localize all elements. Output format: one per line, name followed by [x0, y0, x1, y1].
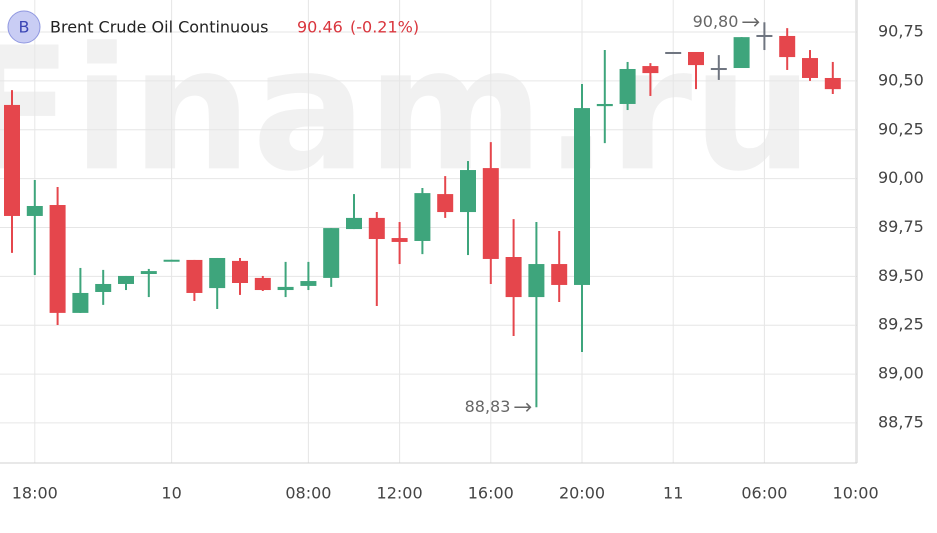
y-tick-label: 90,50	[878, 70, 924, 89]
y-tick-label: 89,75	[878, 217, 924, 236]
y-tick-label: 89,25	[878, 315, 924, 334]
candle-body	[140, 271, 157, 275]
symbol-icon-letter: B	[19, 18, 30, 37]
annotation-label: 90,80	[693, 12, 739, 31]
y-tick-label: 89,50	[878, 266, 924, 285]
candle-body	[710, 68, 727, 71]
candle-body	[163, 259, 180, 262]
last-price: 90.46	[297, 18, 343, 37]
candle-body	[26, 205, 43, 216]
y-tick-label: 90,75	[878, 22, 924, 41]
x-tick-label: 08:00	[285, 484, 331, 503]
candle-body	[95, 283, 112, 292]
candle-body	[232, 260, 248, 283]
candle-body	[254, 277, 271, 291]
symbol-title: Brent Crude Oil Continuous	[50, 18, 268, 37]
candle-body	[460, 170, 476, 213]
candle-body	[346, 217, 362, 230]
candle-body	[779, 35, 796, 58]
candle-body	[665, 51, 682, 54]
candle-body	[4, 104, 20, 216]
candle-body	[414, 193, 431, 241]
candle-body	[391, 238, 408, 242]
candle-body	[756, 34, 773, 37]
annotation-arrow	[742, 17, 760, 27]
x-tick-label: 10:00	[833, 484, 879, 503]
candle-body	[300, 281, 317, 286]
x-tick-label: 10	[161, 484, 181, 503]
candle-body	[688, 51, 704, 66]
x-tick-label: 11	[663, 484, 683, 503]
x-tick-label: 16:00	[468, 484, 514, 503]
y-tick-label: 90,00	[878, 168, 924, 187]
candle-body	[574, 108, 590, 285]
candle-body	[528, 264, 545, 298]
annotation-arrow	[514, 402, 532, 412]
candle-body	[596, 103, 613, 107]
candle-body	[437, 194, 454, 213]
annotation-label: 88,83	[465, 397, 511, 416]
x-tick-label: 06:00	[741, 484, 787, 503]
candle-body	[72, 292, 89, 313]
candle-body	[505, 257, 522, 298]
price-change: (-0.21%)	[350, 18, 419, 37]
candle-body	[824, 77, 841, 90]
candle-body	[186, 259, 203, 293]
y-tick-label: 88,75	[878, 412, 924, 431]
candle-body	[482, 168, 499, 259]
candle-body	[368, 217, 385, 240]
symbol-icon	[7, 10, 41, 44]
x-tick-label: 20:00	[559, 484, 605, 503]
candle-body	[733, 37, 750, 69]
watermark: Finam.ru	[0, 11, 813, 209]
candle-body	[619, 68, 636, 104]
candle-body	[209, 257, 226, 289]
candle-body	[49, 205, 66, 313]
candle-body	[802, 58, 818, 78]
x-tick-label: 12:00	[377, 484, 423, 503]
x-tick-label: 18:00	[12, 484, 58, 503]
plot-area: 88,75 89,00 89,25 89,50 89,75 90,00 90,25 90,50…	[0, 0, 924, 503]
candle-body	[551, 264, 568, 285]
y-tick-label: 89,00	[878, 364, 924, 383]
candle-body	[118, 275, 134, 284]
candle-body	[277, 286, 294, 291]
candle-body	[323, 228, 340, 278]
candle-body	[642, 66, 659, 74]
y-tick-label: 90,25	[878, 119, 924, 138]
